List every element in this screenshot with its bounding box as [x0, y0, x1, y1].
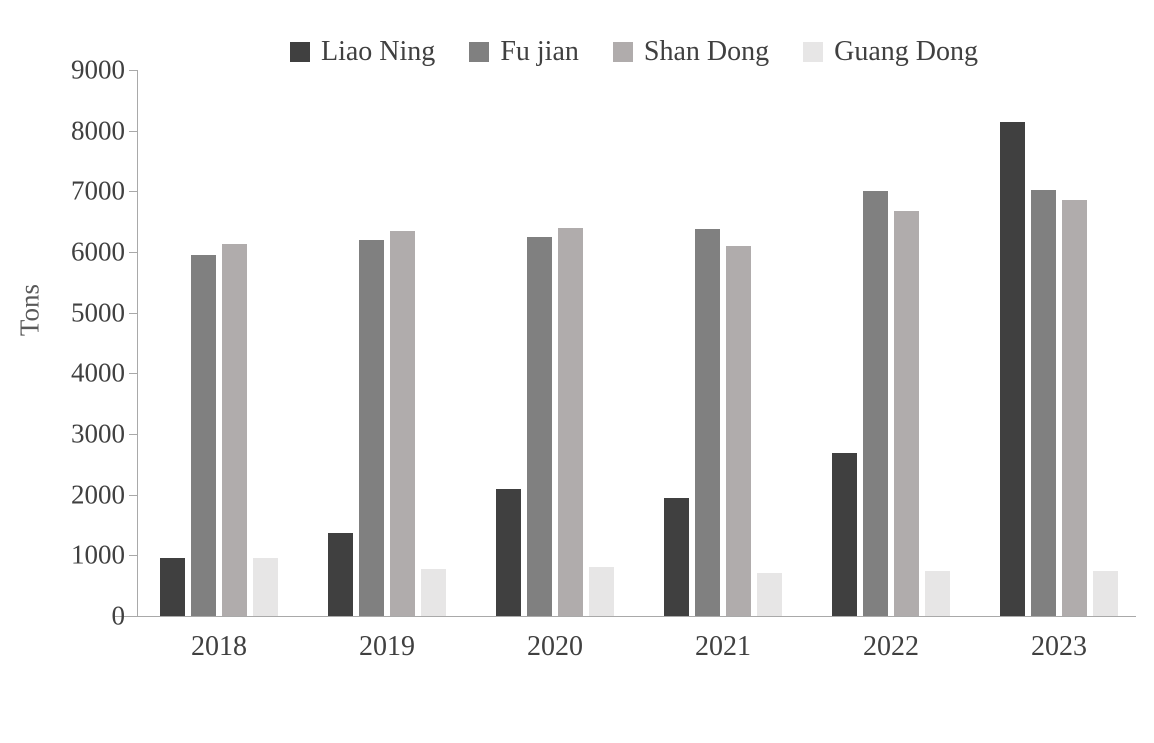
y-tick-mark — [129, 555, 138, 557]
bar-shan-dong-2021 — [726, 245, 751, 616]
bar-fu-jian-2019 — [359, 239, 384, 616]
y-axis-line — [137, 70, 138, 616]
legend-swatch-icon — [803, 42, 824, 62]
bar-guang-dong-2023 — [1093, 571, 1118, 616]
legend-item-liao-ning: Liao Ning — [290, 38, 435, 66]
bar-guang-dong-2021 — [757, 572, 782, 616]
y-tick-label-2000: 2000 — [71, 479, 125, 510]
y-tick-label-5000: 5000 — [71, 297, 125, 328]
y-tick-label-1000: 1000 — [71, 539, 125, 570]
y-tick-label-9000: 9000 — [71, 54, 125, 85]
x-tick-label-2019: 2019 — [359, 631, 415, 662]
y-tick-mark — [129, 616, 138, 617]
x-tick-label-2018: 2018 — [191, 631, 247, 662]
y-tick-mark — [129, 191, 138, 193]
y-tick-mark — [129, 70, 138, 71]
y-tick-label-8000: 8000 — [71, 115, 125, 146]
y-tick-label-3000: 3000 — [71, 418, 125, 449]
legend-item-fu-jian: Fu jian — [469, 38, 579, 66]
y-tick-mark — [129, 373, 138, 375]
y-tick-mark — [129, 130, 138, 132]
x-tick-label-2021: 2021 — [695, 631, 751, 662]
bar-liao-ning-2020 — [496, 488, 521, 616]
y-tick-mark — [129, 312, 138, 314]
bar-liao-ning-2023 — [1000, 122, 1025, 616]
y-tick-label-0: 0 — [111, 600, 126, 631]
legend-label: Shan Dong — [643, 36, 770, 67]
bar-fu-jian-2023 — [1031, 189, 1056, 616]
bar-liao-ning-2019 — [328, 532, 353, 616]
bar-shan-dong-2019 — [390, 231, 415, 616]
legend-swatch-icon — [469, 42, 490, 62]
y-tick-label-7000: 7000 — [71, 175, 125, 206]
x-axis-line — [115, 616, 1136, 617]
bar-liao-ning-2018 — [160, 558, 185, 616]
x-tick-label-2023: 2023 — [1031, 631, 1087, 662]
x-tick-label-2022: 2022 — [863, 631, 919, 662]
bar-fu-jian-2022 — [863, 191, 888, 616]
legend-swatch-icon — [290, 42, 310, 62]
bar-shan-dong-2018 — [222, 244, 247, 616]
bar-guang-dong-2019 — [421, 568, 446, 616]
y-tick-mark — [129, 494, 138, 496]
legend-label: Liao Ning — [321, 36, 436, 67]
bar-guang-dong-2018 — [253, 558, 278, 616]
y-tick-label-6000: 6000 — [71, 236, 125, 267]
y-tick-mark — [129, 434, 138, 435]
bar-shan-dong-2020 — [558, 228, 583, 616]
y-tick-mark — [129, 252, 138, 253]
legend-item-shan-dong: Shan Dong — [612, 36, 770, 67]
bar-liao-ning-2022 — [832, 453, 857, 616]
y-tick-label-4000: 4000 — [71, 357, 125, 388]
bar-shan-dong-2022 — [894, 210, 919, 616]
x-tick-label-2020: 2020 — [527, 631, 583, 662]
bar-shan-dong-2023 — [1062, 200, 1087, 616]
bar-guang-dong-2022 — [925, 571, 950, 616]
legend-label: Fu jian — [500, 36, 579, 67]
legend-swatch-icon — [612, 42, 633, 62]
chart-legend: Liao Ning Fu jian Shan Dong Guang Dong — [137, 34, 1131, 70]
legend-label: Guang Dong — [834, 36, 978, 67]
bar-fu-jian-2021 — [695, 228, 720, 616]
bar-liao-ning-2021 — [664, 498, 689, 616]
bar-fu-jian-2018 — [191, 255, 216, 616]
bar-guang-dong-2020 — [589, 567, 614, 616]
bar-fu-jian-2020 — [527, 236, 552, 616]
legend-item-guang-dong: Guang Dong — [803, 38, 978, 66]
